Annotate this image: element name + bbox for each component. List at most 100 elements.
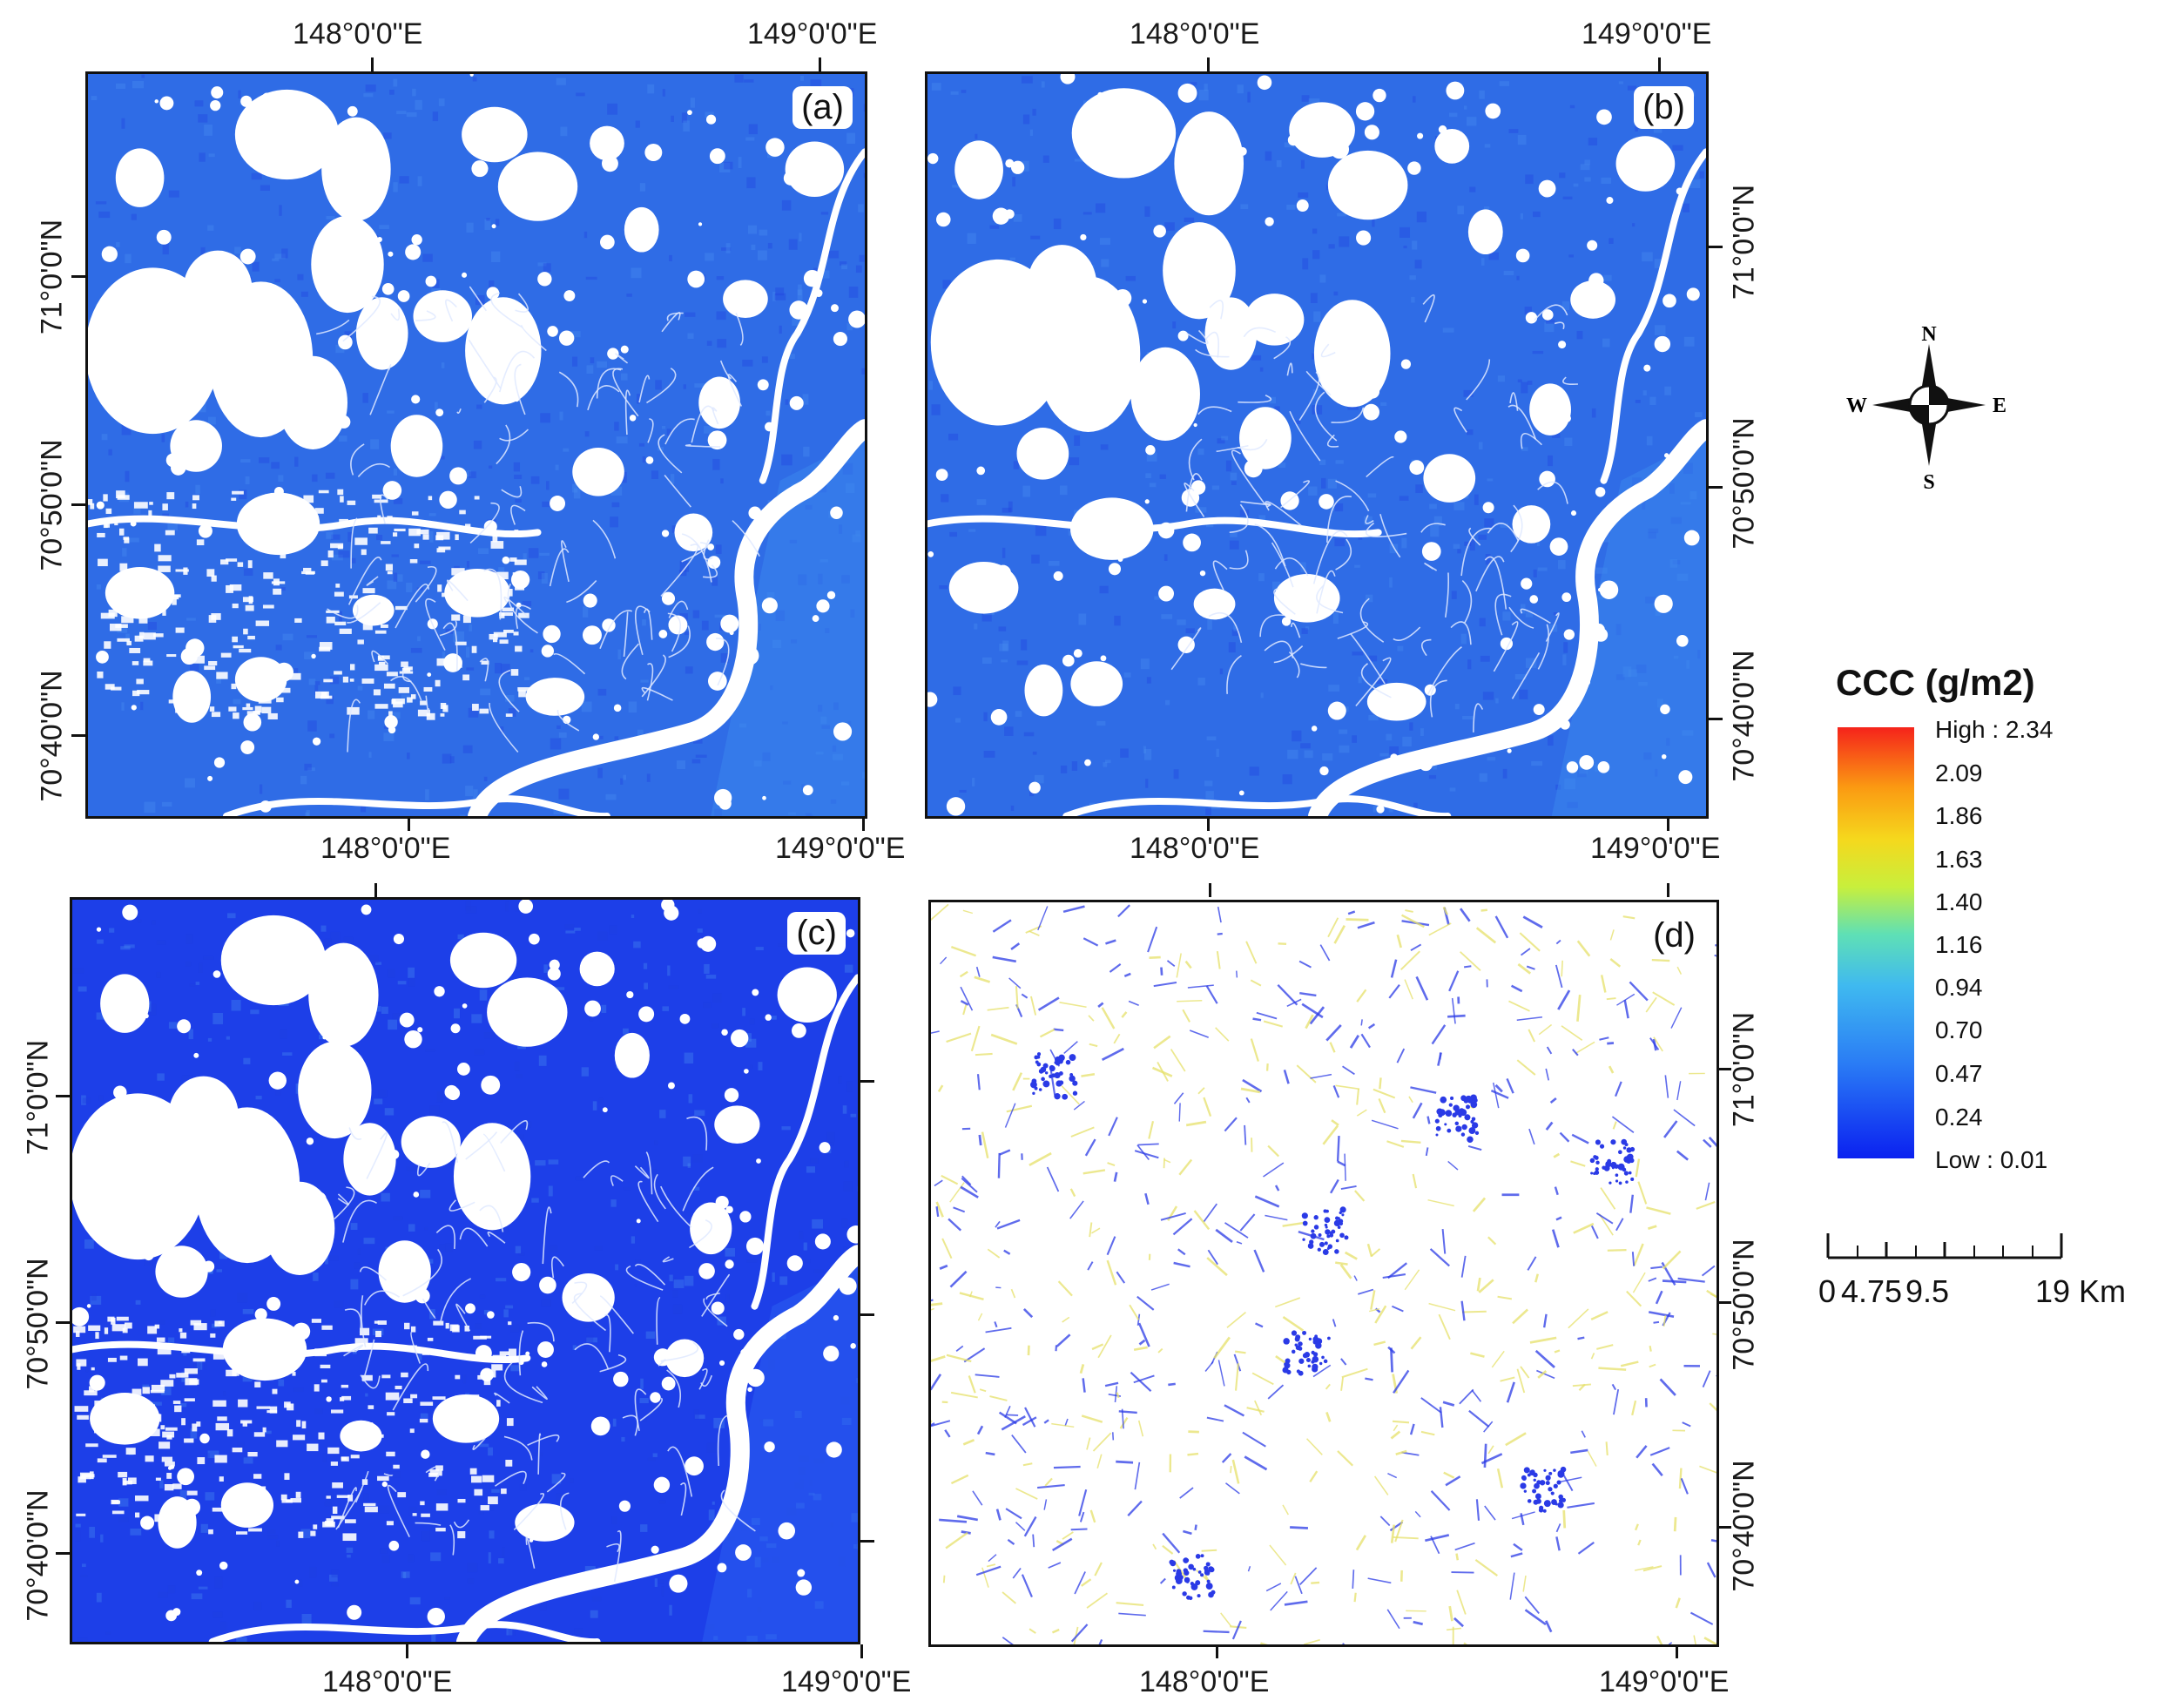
difference-pixel-streak <box>1649 1363 1656 1368</box>
meander-channel <box>705 1293 720 1300</box>
meander-channel <box>679 1482 687 1516</box>
wetland-patch <box>76 1359 87 1367</box>
difference-pixel-streak <box>1545 1121 1554 1131</box>
wetland-patch <box>330 1462 338 1466</box>
difference-pixel-streak <box>1179 1487 1194 1499</box>
ccc-texture-pixel <box>308 678 316 685</box>
small-pond <box>96 927 102 932</box>
ccc-texture-pixel <box>314 685 319 695</box>
difference-cluster-pixel <box>1630 1177 1635 1181</box>
small-pond <box>439 490 457 510</box>
meander-channel <box>531 1386 548 1401</box>
lake-15 <box>1016 428 1069 480</box>
ccc-texture-pixel <box>381 1192 390 1202</box>
lake-6 <box>72 1093 206 1260</box>
map-panel-b: (b) <box>925 71 1709 819</box>
meander-channel <box>685 443 721 448</box>
difference-cluster-pixel <box>1520 1482 1527 1489</box>
difference-pixel-streak <box>1529 1336 1557 1344</box>
small-pond <box>1158 585 1175 602</box>
meander-channel <box>487 1231 506 1244</box>
difference-pixel-streak <box>931 1355 946 1362</box>
difference-pixel-streak <box>1335 1084 1360 1090</box>
difference-pixel-streak <box>1247 1566 1251 1572</box>
difference-pixel-streak <box>1159 1577 1166 1584</box>
ccc-texture-pixel <box>952 185 961 188</box>
difference-pixel-streak <box>1475 927 1497 944</box>
ccc-texture-pixel <box>1146 452 1157 462</box>
ccc-texture-pixel <box>1517 379 1522 383</box>
ccc-texture-pixel <box>121 118 125 129</box>
small-pond <box>558 330 575 346</box>
small-pond <box>1153 225 1166 238</box>
difference-pixel-streak <box>1648 1225 1657 1230</box>
ccc-texture-pixel <box>738 157 742 169</box>
difference-pixel-streak <box>949 1270 968 1288</box>
wetland-patch <box>104 641 111 649</box>
ccc-texture-pixel <box>1547 735 1554 746</box>
meander-channel <box>469 340 502 389</box>
ccc-texture-pixel <box>1618 81 1623 84</box>
difference-cluster-pixel <box>1062 1093 1069 1100</box>
small-pond <box>830 506 843 519</box>
difference-pixel-streak <box>1354 1190 1366 1202</box>
wetland-patch <box>100 612 115 619</box>
wetland-patch <box>462 674 470 681</box>
difference-cluster-pixel <box>1527 1499 1532 1503</box>
ccc-texture-pixel <box>673 1279 685 1288</box>
lat-label-left-a-71: 71°0'0"N <box>35 219 69 335</box>
ccc-texture-pixel <box>161 434 165 442</box>
ccc-texture-pixel <box>1190 82 1197 85</box>
ccc-texture-pixel <box>1453 502 1465 510</box>
small-pond <box>1421 542 1441 561</box>
ccc-texture-pixel <box>1035 774 1044 784</box>
ccc-texture-pixel <box>194 100 204 107</box>
difference-pixel-streak <box>1207 1249 1219 1266</box>
difference-pixel-streak <box>1451 1571 1474 1574</box>
ccc-texture-pixel <box>120 946 131 950</box>
difference-pixel-streak <box>1668 1642 1673 1644</box>
difference-pixel-streak <box>1254 1195 1280 1208</box>
small-pond <box>1515 248 1530 263</box>
meander-channel <box>410 1332 422 1364</box>
difference-pixel-streak <box>931 1030 940 1034</box>
difference-pixel-streak <box>1516 1368 1526 1394</box>
difference-pixel-streak <box>1650 1266 1663 1270</box>
difference-pixel-streak <box>1029 1628 1036 1634</box>
wetland-patch <box>253 1432 266 1437</box>
meander-channel <box>1429 679 1447 718</box>
ccc-texture-pixel <box>654 1140 658 1145</box>
ccc-texture-pixel <box>1304 750 1313 759</box>
tick-right-d-71 <box>1717 1068 1731 1070</box>
difference-cluster-pixel <box>1302 1220 1308 1226</box>
ccc-texture-pixel <box>294 456 299 467</box>
difference-pixel-streak <box>1079 1511 1085 1522</box>
ccc-texture-pixel <box>1310 293 1318 303</box>
ccc-texture-pixel <box>275 645 282 651</box>
meander-channel <box>483 568 502 620</box>
difference-pixel-streak <box>1116 1602 1144 1607</box>
wetland-patch <box>342 1533 357 1542</box>
difference-cluster-pixel <box>1056 1080 1062 1087</box>
ccc-texture-pixel <box>610 1199 617 1207</box>
wetland-patch <box>208 1529 213 1535</box>
difference-pixel-streak <box>987 1006 1009 1011</box>
lake-23 <box>1193 588 1236 620</box>
meander-channel <box>1511 652 1541 699</box>
ccc-texture-pixel <box>670 474 675 484</box>
ccc-texture-pixel <box>282 633 293 641</box>
ccc-texture-pixel <box>365 84 376 92</box>
difference-pixel-streak <box>1117 904 1130 918</box>
difference-pixel-streak <box>1427 1199 1454 1207</box>
meander-channel <box>510 504 526 525</box>
meander-channel <box>623 611 629 658</box>
wetland-patch <box>421 1513 430 1517</box>
difference-pixel-streak <box>962 909 974 915</box>
ccc-texture-pixel <box>516 1134 524 1139</box>
map-panel-a: (a) <box>85 71 867 819</box>
scale-label-4-75: 4.75 <box>1841 1273 1903 1309</box>
difference-pixel-streak <box>975 1374 1000 1378</box>
ccc-texture-pixel <box>487 1506 495 1511</box>
wetland-patch <box>149 502 153 505</box>
difference-pixel-streak <box>1393 1424 1399 1432</box>
